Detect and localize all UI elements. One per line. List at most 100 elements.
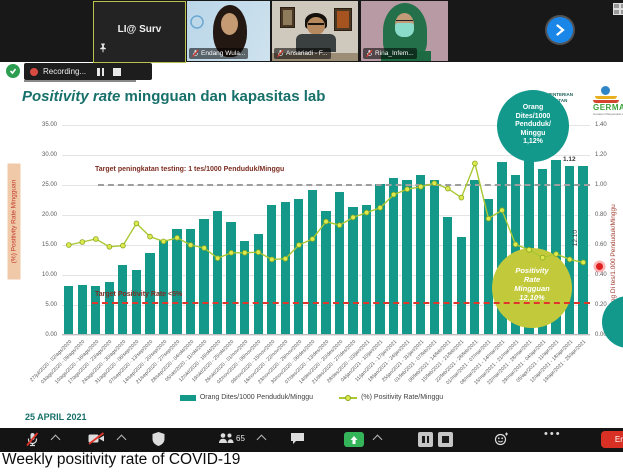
video-button[interactable] — [88, 432, 105, 445]
share-screen-icon — [344, 432, 364, 447]
participants-count: 65 — [236, 433, 245, 443]
stop-icon — [438, 432, 453, 447]
security-shield-icon — [152, 432, 165, 446]
bar — [497, 161, 507, 334]
bar — [77, 284, 87, 334]
gallery-grid-icon[interactable] — [613, 3, 623, 15]
line-point — [241, 250, 248, 256]
mic-muted-icon — [26, 432, 39, 447]
bar — [551, 160, 561, 334]
participant-name-badge: Rina_Infem... — [363, 48, 417, 59]
right-tick-label: 0.40 — [595, 271, 607, 278]
positivity-line — [65, 160, 587, 266]
positivity-chart: (%) Positivity Rate Mingguan Orang Di te… — [7, 122, 617, 386]
gallery-next-button[interactable] — [547, 17, 573, 43]
mic-muted-icon — [366, 49, 373, 58]
end-button[interactable]: End — [601, 431, 623, 448]
bar — [307, 190, 318, 334]
security-button[interactable] — [152, 432, 165, 446]
bar — [240, 241, 250, 334]
bar — [334, 191, 345, 334]
line-point — [187, 242, 194, 248]
bar — [267, 205, 277, 334]
glasses — [396, 20, 413, 24]
stop-recording-toolbar-button[interactable] — [438, 432, 453, 447]
positivity-rate-badge: Positivity Rate Mingguan 12,10% — [492, 248, 572, 328]
participants-button[interactable]: 65 — [218, 432, 245, 444]
bar — [348, 206, 358, 334]
line-point — [323, 218, 329, 225]
bar-legend-swatch — [179, 394, 196, 401]
line-point — [512, 241, 519, 248]
line-point — [174, 235, 180, 241]
line-point — [201, 245, 207, 251]
gridline — [62, 124, 590, 126]
recording-icon — [30, 67, 38, 76]
more-button[interactable]: ••• — [544, 428, 562, 440]
mic-muted-icon — [192, 49, 199, 58]
video-gallery-strip: LI@ Surv Endang Wula... — [0, 0, 623, 63]
line-point — [147, 233, 153, 240]
mute-button[interactable] — [26, 432, 39, 447]
pause-icon — [418, 432, 433, 447]
line-point — [296, 242, 302, 248]
security-check-icon[interactable] — [6, 64, 20, 78]
right-tick-label: 1.00 — [595, 181, 607, 188]
bar — [64, 286, 74, 334]
share-screen-button[interactable] — [344, 432, 364, 447]
bar — [321, 211, 331, 334]
stop-recording-button[interactable] — [113, 67, 122, 76]
pause-recording-toolbar-button[interactable] — [418, 432, 433, 447]
recording-indicator: Recording... — [24, 63, 152, 80]
bar — [375, 184, 385, 334]
bar — [158, 239, 169, 334]
reactions-button[interactable] — [494, 432, 509, 447]
video-options-chevron[interactable] — [116, 432, 127, 445]
mic-muted-icon — [277, 49, 284, 58]
bar — [145, 253, 155, 334]
line-point — [485, 215, 492, 222]
bar — [226, 221, 236, 334]
video-tile-ansariadi[interactable]: Ansariadi - F... — [272, 1, 358, 61]
share-options-chevron[interactable] — [372, 432, 383, 445]
line-point — [93, 236, 99, 242]
left-tick-label: 20.00 — [41, 211, 57, 218]
line-point — [363, 209, 370, 216]
right-tick-label: 1.40 — [595, 121, 607, 128]
glasses — [308, 23, 324, 28]
video-tile-li-surv[interactable]: LI@ Surv — [93, 1, 186, 63]
line-point — [553, 251, 559, 257]
bar — [483, 199, 494, 334]
bar — [470, 179, 480, 334]
line-point — [336, 222, 343, 228]
bar — [91, 286, 101, 334]
line-point — [526, 247, 532, 253]
line-point — [499, 207, 505, 213]
camera-muted-icon — [88, 432, 105, 445]
face-mask — [395, 23, 414, 37]
line-point — [65, 242, 72, 248]
line-point — [377, 205, 383, 211]
chat-button[interactable] — [290, 432, 305, 445]
video-tile-rina[interactable]: Rina_Infem... — [361, 1, 448, 61]
bar — [564, 166, 575, 334]
chevron-right-icon — [556, 24, 565, 36]
pin-icon — [99, 40, 107, 58]
tested-per-1000-badge: Orang Dites/1000 Penduduk/ Minggu 1,12% — [497, 90, 569, 162]
line-point — [160, 238, 167, 245]
participants-chevron[interactable] — [256, 432, 267, 445]
pause-recording-button[interactable] — [97, 67, 105, 76]
video-tile-endang[interactable]: Endang Wula... — [187, 1, 270, 61]
bar — [429, 179, 439, 334]
right-tick-label: 0.60 — [595, 241, 607, 248]
gray-dashed-target-line — [98, 184, 590, 186]
recording-label: Recording... — [43, 67, 87, 76]
x-axis-line — [62, 334, 590, 335]
participants-icon — [219, 433, 234, 443]
mic-options-chevron[interactable] — [50, 432, 61, 445]
line-point — [350, 214, 356, 221]
right-tick-label: 0.00 — [595, 331, 607, 338]
germas-logo: GERMAS Gerakan Masyarakat Hidup Sehat — [593, 86, 623, 116]
line-point — [431, 180, 438, 186]
left-tick-label: 5.00 — [45, 301, 57, 308]
